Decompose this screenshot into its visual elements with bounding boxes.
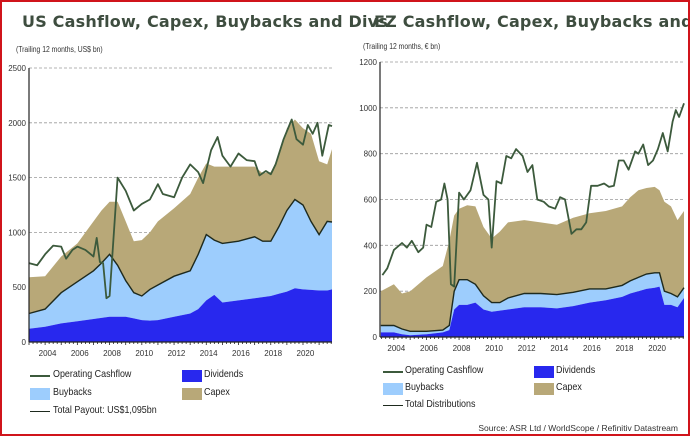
ez-chart-subtitle: (Trailing 12 months, € bn) [363,42,441,51]
ez-legend-buybacks: Buybacks [405,381,444,393]
ez-xtick-label: 2008 [453,344,471,353]
us-xtick-label: 2020 [297,349,315,358]
ez-legend-capex: Capex [556,381,582,393]
ez-xtick-label: 2012 [518,344,536,353]
us-ocf-line [28,118,333,300]
us-xtick-label: 2008 [103,349,121,358]
ez-legend-dividends-swatch [534,366,554,378]
us-ytick-label: 2500 [8,64,26,73]
ez-legend-ocf-swatch [383,371,403,373]
us-xtick-label: 2018 [264,349,282,358]
ez-total-line [380,272,685,332]
ez-area-capex [380,186,684,332]
ez-legend-ocf: Operating Cashflow [405,364,484,376]
us-area-dividends [29,288,332,342]
ez-xtick-label: 2016 [583,344,601,353]
us-chart-subtitle: (Trailing 12 months, US$ bn) [16,45,103,54]
source-note: Source: ASR Ltd / WorldScope / Refinitiv… [478,423,678,433]
ez-ytick-label: 0 [373,333,378,342]
ez-ytick-label: 600 [364,196,378,205]
us-legend-dividends-swatch [182,370,202,382]
us-area-buybacks [29,199,332,329]
us-legend-total-swatch [30,411,50,412]
us-ytick-label: 500 [13,283,27,292]
ez-xtick-label: 2006 [420,344,438,353]
us-ytick-label: 2000 [8,119,26,128]
ez-xtick-label: 2014 [550,344,568,353]
ez-legend-total-swatch [383,405,403,406]
ez-legend-capex-swatch [534,383,554,395]
ez-xtick-label: 2020 [648,344,666,353]
us-chart-title: US Cashflow, Capex, Buybacks and Divs [22,12,389,31]
us-ytick-label: 1500 [8,174,26,183]
ez-ocf-line [381,102,685,288]
us-xtick-label: 2010 [135,349,153,358]
us-legend-capex-swatch [182,388,202,400]
ez-ytick-label: 400 [364,241,378,250]
ez-xtick-label: 2010 [485,344,503,353]
ez-xtick-label: 2018 [616,344,634,353]
us-xtick-label: 2016 [232,349,250,358]
ez-ytick-label: 1000 [359,104,377,113]
us-ytick-label: 1000 [8,228,26,237]
us-legend-capex: Capex [204,386,230,398]
ez-ytick-label: 800 [364,150,378,159]
us-plot: 0 500 1000 1500 2000 2500 2004 2006 2008 2010 2012… [8,64,333,358]
us-legend-buybacks-swatch [30,388,50,400]
us-legend-dividends: Dividends [204,368,244,380]
ez-legend-dividends: Dividends [556,364,596,376]
ez-chart-title: EZ Cashflow, Capex, Buybacks and Divs [374,12,690,31]
us-legend-buybacks: Buybacks [53,386,92,398]
ez-legend-buybacks-swatch [383,383,403,395]
us-xtick-label: 2006 [71,349,89,358]
ez-xtick-label: 2004 [387,344,405,353]
us-legend-ocf: Operating Cashflow [53,368,132,380]
us-legend-total: Total Payout: US$1,095bn [53,404,157,416]
ez-plot: 0 200 400 600 800 1000 1200 2004 2006 2008 2010 201… [359,58,685,353]
ez-area-dividends [380,286,684,337]
us-xtick-label: 2012 [168,349,186,358]
ez-ytick-label: 1200 [359,58,377,67]
us-ytick-label: 0 [22,338,27,347]
us-xtick-label: 2004 [39,349,57,358]
ez-legend-total: Total Distributions [405,398,476,410]
us-xtick-label: 2014 [200,349,218,358]
ez-ytick-label: 200 [364,287,378,296]
us-legend-ocf-swatch [30,375,50,377]
